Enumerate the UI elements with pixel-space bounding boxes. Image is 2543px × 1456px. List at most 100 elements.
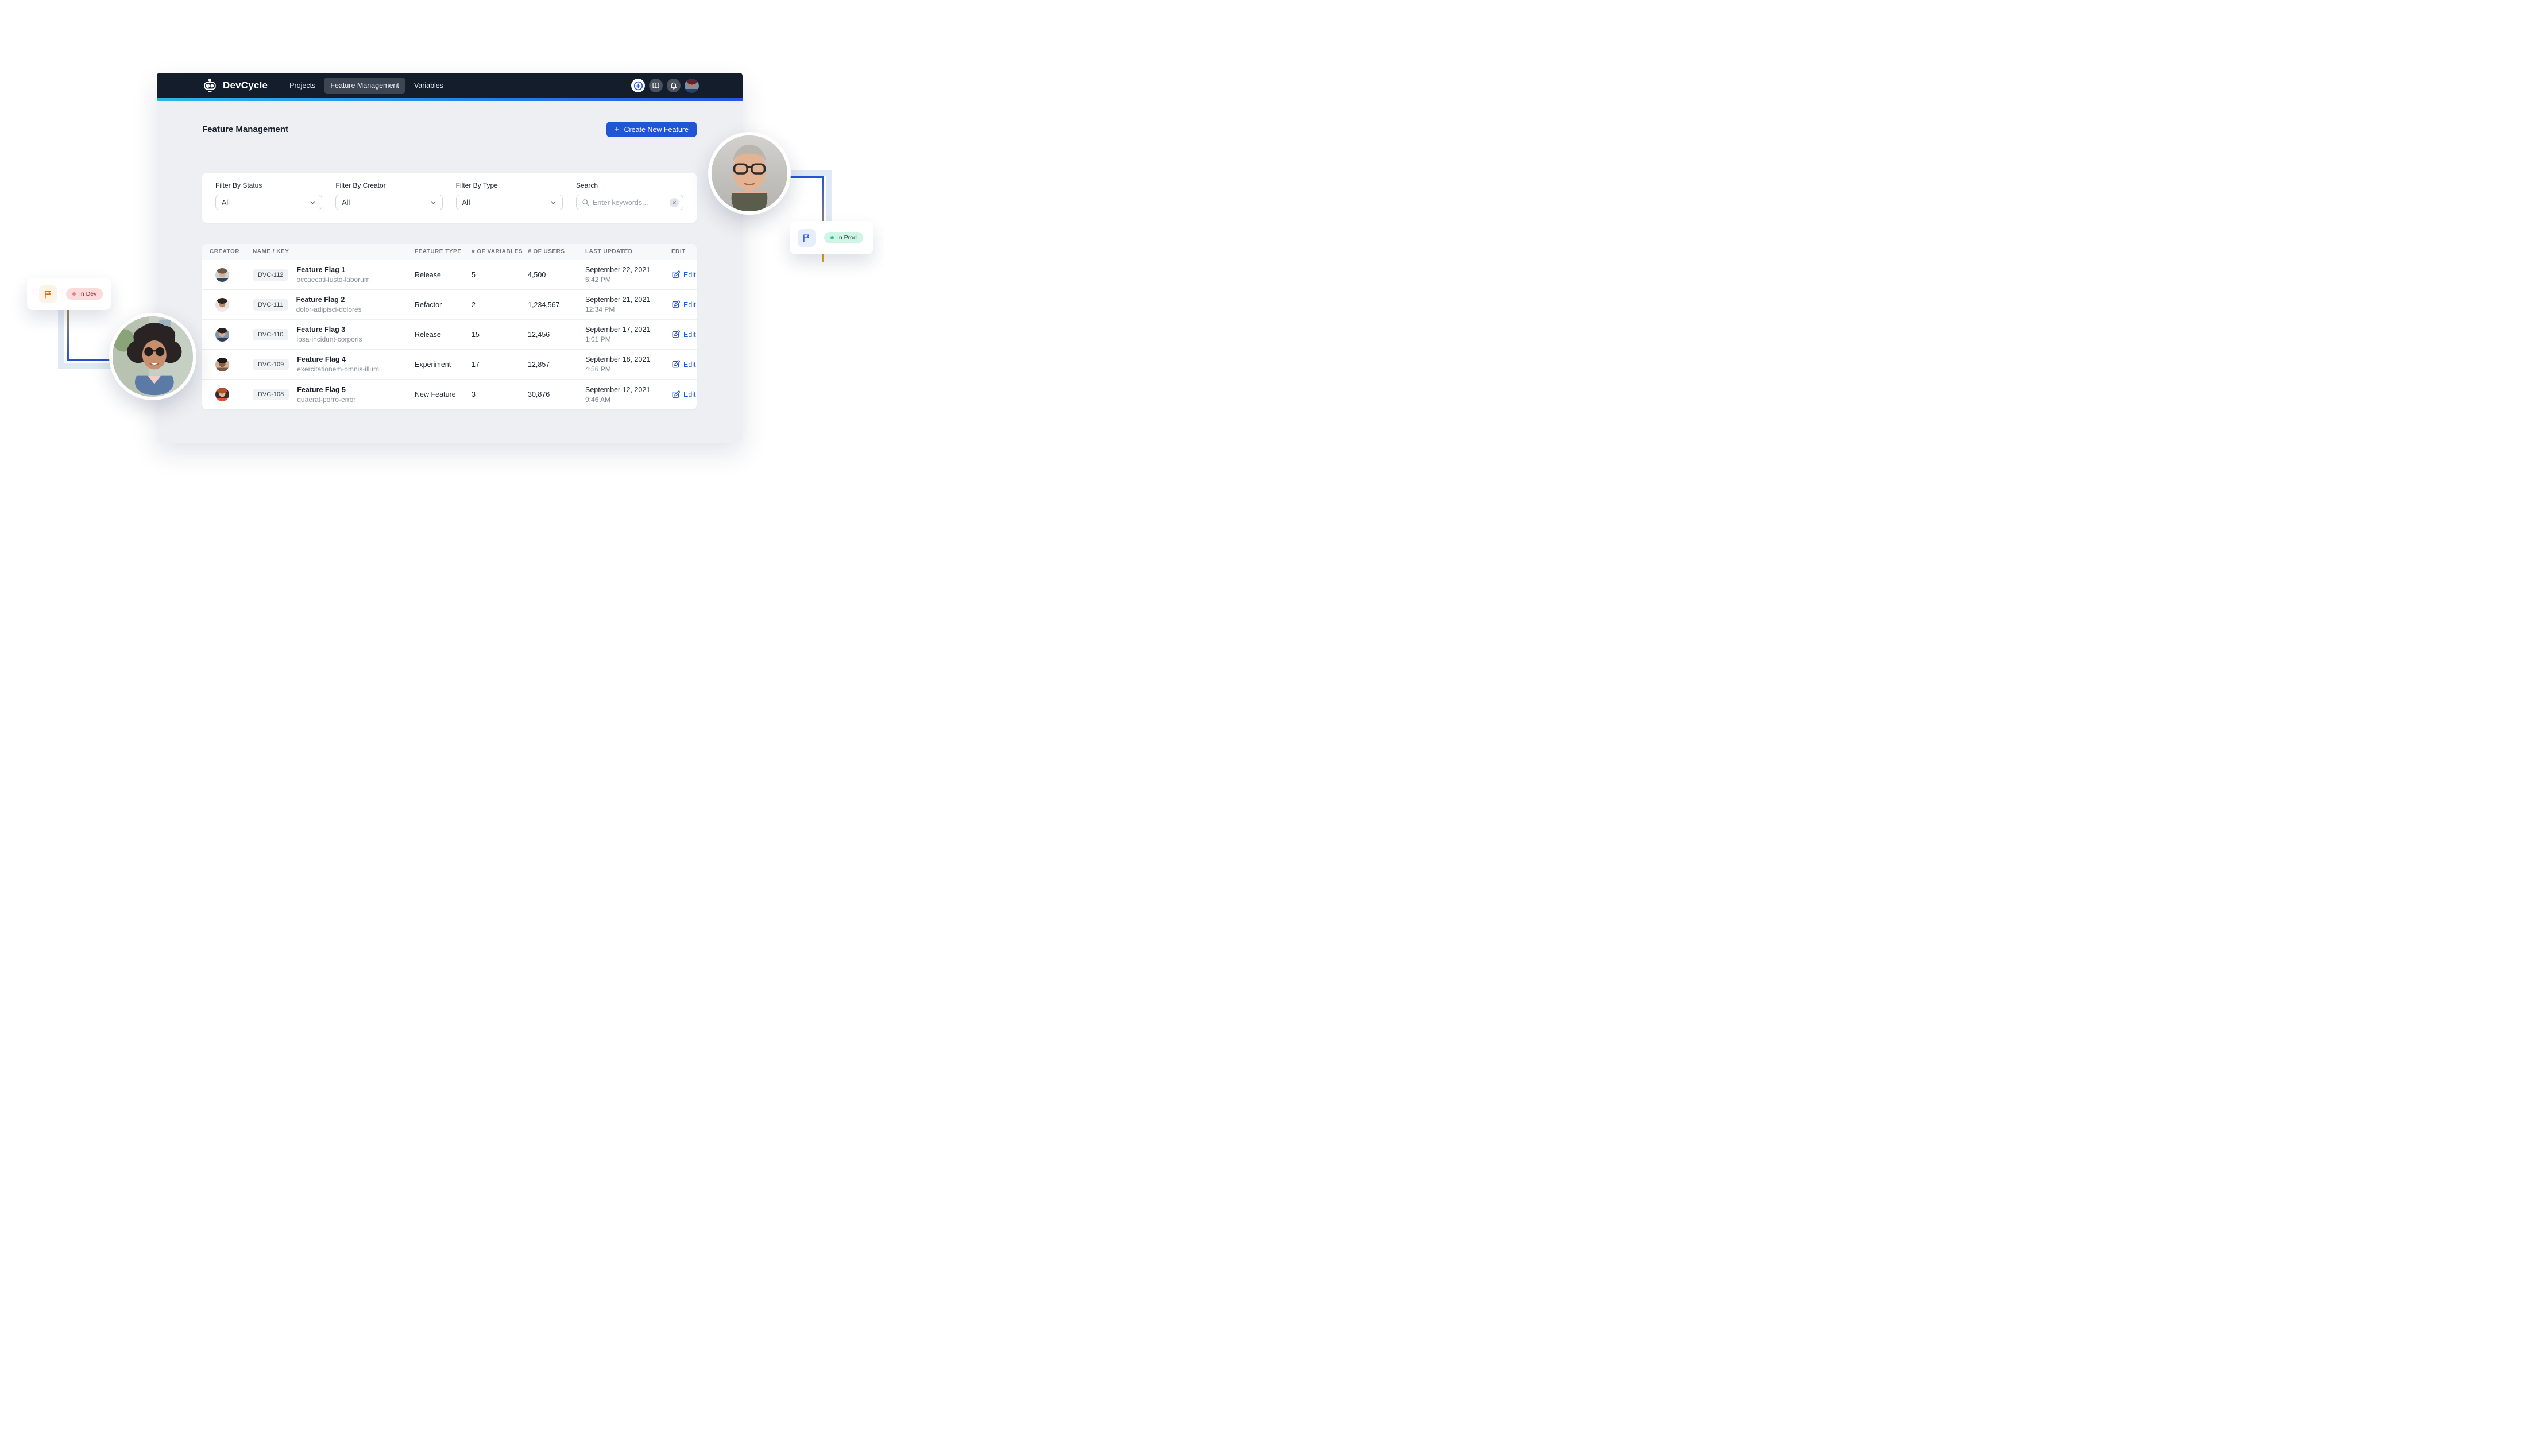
feature-slug: exercitationem-omnis-illum [297, 365, 379, 373]
feature-name: Feature Flag 1 [296, 266, 346, 274]
feature-slug: occaecati-iusto-laborum [296, 276, 370, 284]
top-navbar: DevCycle Projects Feature Management Var… [157, 73, 743, 98]
decorative-avatar-woman [109, 313, 196, 400]
last-updated-date: September 18, 2021 [585, 355, 651, 363]
decorative-line [822, 176, 824, 262]
status-badge: In Dev [66, 288, 103, 300]
decorative-line [67, 289, 69, 361]
page-canvas: DevCycle Projects Feature Management Var… [0, 0, 884, 506]
feature-type: Refactor [415, 300, 442, 309]
creator-filter-select[interactable]: All [335, 195, 443, 210]
table-row: DVC-110 Feature Flag 3 ipsa-incidunt-cor… [202, 320, 697, 350]
search-box [575, 195, 683, 210]
search-icon [582, 199, 589, 206]
notifications-button[interactable] [667, 79, 681, 92]
user-avatar[interactable] [685, 78, 699, 93]
features-table: CREATOR NAME / KEY FEATURE TYPE # OF VAR… [202, 244, 697, 409]
variables-count: 15 [472, 330, 480, 339]
creator-avatar [215, 297, 229, 312]
robot-logo-icon [204, 78, 216, 92]
edit-button[interactable]: Edit [671, 270, 697, 279]
pencil-square-icon [672, 270, 680, 278]
app-window: DevCycle Projects Feature Management Var… [157, 73, 743, 443]
nav-item-projects[interactable]: Projects [289, 82, 316, 90]
feature-key-badge: DVC-111 [253, 299, 288, 311]
page-title: Feature Management [202, 125, 289, 134]
feature-name: Feature Flag 2 [296, 296, 345, 304]
edit-button[interactable]: Edit [671, 330, 697, 339]
table-header-row: CREATOR NAME / KEY FEATURE TYPE # OF VAR… [202, 244, 697, 260]
page-header: Feature Management + Create New Feature [202, 101, 697, 152]
status-filter-select[interactable]: All [215, 195, 323, 210]
last-updated-time: 1:01 PM [585, 335, 611, 343]
pencil-square-icon [672, 360, 680, 368]
plus-icon: + [614, 124, 620, 134]
docs-button[interactable] [649, 79, 663, 92]
column-header-users: # OF USERS [528, 249, 565, 255]
edit-button[interactable]: Edit [671, 390, 697, 399]
search-group: Search [575, 181, 683, 210]
feature-type: Experiment [415, 360, 451, 369]
feature-name: Feature Flag 3 [296, 326, 346, 334]
chevron-down-icon [551, 201, 556, 204]
last-updated-date: September 21, 2021 [585, 296, 651, 304]
users-count: 4,500 [528, 270, 546, 279]
column-header-last-updated: LAST UPDATED [585, 249, 633, 255]
table-row: DVC-112 Feature Flag 1 occaecati-iusto-l… [202, 260, 697, 290]
notifications-bell-icon [671, 82, 677, 90]
filter-type-group: Filter By Type All [455, 181, 563, 210]
table-row: DVC-109 Feature Flag 4 exercitationem-om… [202, 350, 697, 380]
feature-key-badge: DVC-108 [253, 389, 289, 400]
users-count: 1,234,567 [528, 300, 560, 309]
search-input[interactable] [592, 198, 666, 207]
filter-type-label: Filter By Type [455, 181, 498, 189]
status-dot-icon [72, 292, 76, 296]
nav-links: Projects Feature Management Variables [283, 78, 450, 94]
filter-status-group: Filter By Status All [215, 181, 323, 210]
feature-flag-icon [803, 234, 810, 242]
feature-name: Feature Flag 4 [297, 355, 346, 363]
decorative-line [826, 170, 832, 248]
navbar-actions [631, 78, 699, 93]
last-updated-date: September 22, 2021 [585, 266, 651, 274]
edit-button[interactable]: Edit [671, 300, 697, 309]
edit-button[interactable]: Edit [671, 360, 697, 369]
feature-slug: ipsa-incidunt-corporis [296, 335, 362, 343]
creator-avatar [215, 327, 229, 342]
decorative-avatar-man [708, 132, 791, 215]
type-filter-select[interactable]: All [455, 195, 563, 210]
filter-status-label: Filter By Status [215, 181, 262, 189]
filter-creator-label: Filter By Creator [335, 181, 386, 189]
brand-name: DevCycle [223, 80, 268, 91]
column-header-feature-type: FEATURE TYPE [415, 249, 462, 255]
creator-avatar [215, 268, 229, 282]
avatar-photo [712, 135, 787, 211]
devcycle-logo[interactable]: DevCycle [202, 78, 268, 94]
last-updated-time: 6:42 PM [585, 276, 611, 284]
filter-bar: Filter By Status All Filter By Creator A… [202, 173, 697, 223]
feature-type: New Feature [415, 390, 456, 398]
column-header-variables: # OF VARIABLES [472, 249, 523, 255]
clear-search-button[interactable] [669, 198, 679, 207]
close-icon [672, 200, 677, 204]
users-count: 12,857 [528, 360, 550, 369]
add-circle-button[interactable] [631, 79, 645, 92]
pencil-square-icon [672, 330, 680, 338]
decorative-line [67, 359, 110, 361]
last-updated-time: 4:56 PM [585, 365, 611, 373]
avatar-photo [113, 316, 193, 397]
decorative-line [767, 176, 824, 178]
nav-item-variables[interactable]: Variables [413, 82, 444, 90]
users-count: 12,456 [528, 330, 550, 339]
feature-key-badge: DVC-109 [253, 358, 289, 370]
feature-type: Release [415, 330, 441, 339]
in-dev-status-card: In Dev [27, 278, 111, 310]
last-updated-time: 12:34 PM [585, 305, 615, 313]
nav-item-feature-management[interactable]: Feature Management [324, 78, 405, 94]
table-row: DVC-108 Feature Flag 5 quaerat-porro-err… [202, 380, 697, 409]
create-new-feature-button[interactable]: + Create New Feature [606, 122, 697, 137]
last-updated-time: 9:46 AM [585, 395, 611, 404]
add-circle-icon [633, 81, 643, 90]
column-header-creator: CREATOR [210, 249, 240, 255]
flag-tile [798, 229, 816, 247]
